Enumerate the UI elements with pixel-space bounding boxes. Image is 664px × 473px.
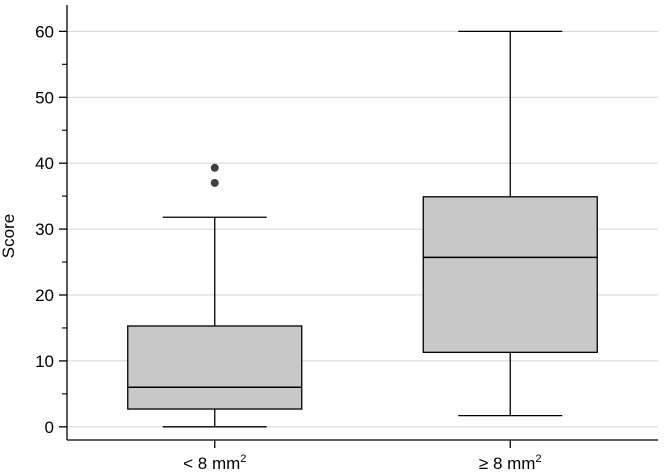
x-category-label-2: ≥ 8 mm2 <box>479 453 542 473</box>
iqr-box <box>127 325 303 410</box>
boxes <box>127 30 598 428</box>
y-tick-label-0: 0 <box>45 418 54 437</box>
y-axis-title: Score <box>0 214 18 258</box>
box-group-2 <box>422 30 598 417</box>
y-tick-label-10: 10 <box>35 352 54 371</box>
category-text: ≥ 8 mm <box>479 454 536 473</box>
box-group-1 <box>127 163 303 428</box>
y-tick-label-50: 50 <box>35 88 54 107</box>
category-superscript: 2 <box>240 453 246 465</box>
iqr-box <box>422 196 598 353</box>
category-superscript: 2 <box>535 453 541 465</box>
category-text: < 8 mm <box>183 454 240 473</box>
x-category-label-1: < 8 mm2 <box>183 453 246 473</box>
y-tick-label-20: 20 <box>35 286 54 305</box>
y-tick-label-60: 60 <box>35 22 54 41</box>
outlier-point-2 <box>210 163 219 172</box>
y-tick-label-30: 30 <box>35 220 54 239</box>
outlier-point-1 <box>210 178 219 187</box>
y-tick-label-40: 40 <box>35 154 54 173</box>
